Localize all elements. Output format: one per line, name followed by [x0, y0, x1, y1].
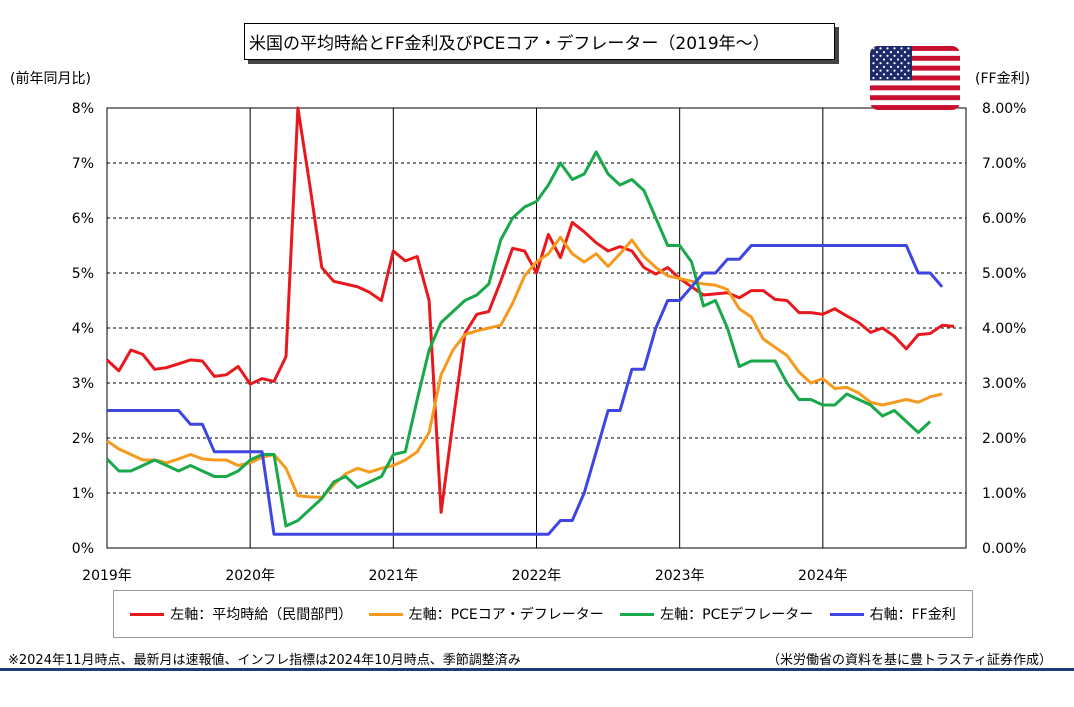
y-tick-label-right: 2.00% — [982, 431, 1026, 447]
flag-star — [886, 76, 889, 80]
flag-star — [882, 51, 886, 54]
flag-star — [872, 76, 875, 80]
flag-star — [907, 54, 910, 57]
flag-star — [889, 65, 893, 68]
legend-swatch-pce-core — [368, 612, 403, 616]
left-axis-unit: (前年同月比) — [10, 70, 91, 87]
y-tick-label-right: 3.00% — [982, 376, 1026, 392]
flag-star — [889, 58, 893, 61]
bottom-rule — [0, 668, 1074, 671]
flag-star — [879, 76, 882, 80]
y-tick-label-right: 4.00% — [982, 321, 1026, 337]
flag-star — [882, 73, 886, 76]
footnote-note: ※2024年11月時点、最新月は速報値、インフレ指標は2024年10月時点、季節… — [8, 653, 521, 668]
y-tick-label-right: 6.00% — [982, 211, 1026, 227]
legend-swatch-ff-rate — [829, 612, 864, 616]
flag-star — [900, 54, 903, 57]
y-tick-label-right: 5.00% — [982, 266, 1026, 282]
legend-swatch-pce — [620, 612, 655, 616]
flag-star — [900, 47, 903, 50]
legend-label-pce: 左軸：PCEデフレーター — [660, 607, 814, 623]
x-tick-label: 2023年 — [655, 568, 705, 584]
flag-star — [875, 73, 879, 76]
legend-item-pce-core: 左軸：PCEコア・デフレーター — [368, 604, 604, 624]
flag-star — [875, 65, 879, 68]
flag-star — [896, 51, 900, 54]
flag-star — [872, 47, 875, 50]
right-axis-unit: (FF金利) — [975, 71, 1030, 87]
flag-star — [872, 54, 875, 57]
x-tick-label: 2022年 — [512, 568, 562, 584]
flag-star — [886, 62, 889, 65]
series-line-wage — [105, 106, 955, 514]
legend-swatch-wage — [130, 612, 165, 616]
flag-star — [879, 47, 882, 50]
flag-star — [900, 76, 903, 80]
legend-item-ff-rate: 右軸：FF金利 — [829, 604, 956, 624]
legend-label-pce-core: 左軸：PCEコア・デフレーター — [408, 607, 604, 623]
flag-star — [893, 69, 896, 72]
flag-star — [879, 54, 882, 57]
series-line-ff-rate — [107, 244, 944, 536]
chart-title: 米国の平均時給とFF金利及びPCEコア・デフレーター（2019年～） — [244, 23, 835, 60]
flag-star — [889, 73, 893, 76]
y-tick-label-left: 4% — [72, 321, 94, 337]
legend-item-wage: 左軸：平均時給（民間部門） — [130, 604, 352, 624]
flag-star — [893, 47, 896, 50]
legend-label-wage: 左軸：平均時給（民間部門） — [170, 607, 353, 623]
legend-item-pce: 左軸：PCEデフレーター — [620, 604, 813, 624]
y-tick-label-right: 0.00% — [982, 541, 1026, 557]
series-line-pce-core — [106, 235, 943, 499]
flag-star — [886, 69, 889, 72]
y-tick-label-left: 6% — [72, 211, 94, 227]
y-tick-label-left: 2% — [72, 431, 94, 447]
flag-star — [900, 62, 903, 65]
y-tick-label-left: 7% — [72, 156, 94, 172]
flag-star — [907, 47, 910, 50]
x-tick-label: 2024年 — [798, 568, 848, 584]
flag-star — [889, 51, 893, 54]
flag-star — [893, 62, 896, 65]
flag-star — [896, 73, 900, 76]
x-tick-label: 2019年 — [82, 568, 132, 584]
flag-star — [896, 58, 900, 61]
flag-star — [907, 69, 910, 72]
series-line-pce — [105, 150, 932, 528]
flag-star — [886, 47, 889, 50]
flag-star — [903, 65, 907, 68]
chart-legend: 左軸：平均時給（民間部門） 左軸：PCEコア・デフレーター 左軸：PCEデフレー… — [113, 590, 973, 638]
flag-star — [893, 76, 896, 80]
y-tick-label-right: 8.00% — [982, 101, 1026, 117]
y-tick-label-left: 3% — [72, 376, 94, 392]
flag-star — [879, 69, 882, 72]
flag-star — [875, 58, 879, 61]
flag-star — [903, 73, 907, 76]
flag-star — [879, 62, 882, 65]
flag-star — [875, 51, 879, 54]
y-tick-label-left: 5% — [72, 266, 94, 282]
flag-star — [882, 58, 886, 61]
y-tick-label-right: 1.00% — [982, 486, 1026, 502]
flag-star — [900, 69, 903, 72]
y-tick-label-right: 7.00% — [982, 156, 1026, 172]
flag-star — [886, 54, 889, 57]
y-tick-label-left: 0% — [72, 541, 94, 557]
flag-star — [903, 58, 907, 61]
x-tick-label: 2020年 — [225, 568, 275, 584]
flag-star — [872, 62, 875, 65]
us-flag-icon — [870, 46, 960, 110]
flag-star — [872, 69, 875, 72]
flag-star — [903, 51, 907, 54]
flag-star — [907, 76, 910, 80]
flag-star — [893, 54, 896, 57]
flag-star — [882, 65, 886, 68]
x-tick-label: 2021年 — [369, 568, 419, 584]
y-tick-label-left: 8% — [72, 101, 94, 117]
legend-label-ff-rate: 右軸：FF金利 — [869, 607, 956, 623]
footnote-source: （米労働省の資料を基に豊トラスティ証券作成） — [767, 653, 1052, 668]
flag-star — [896, 65, 900, 68]
y-tick-label-left: 1% — [72, 486, 94, 502]
flag-star — [907, 62, 910, 65]
